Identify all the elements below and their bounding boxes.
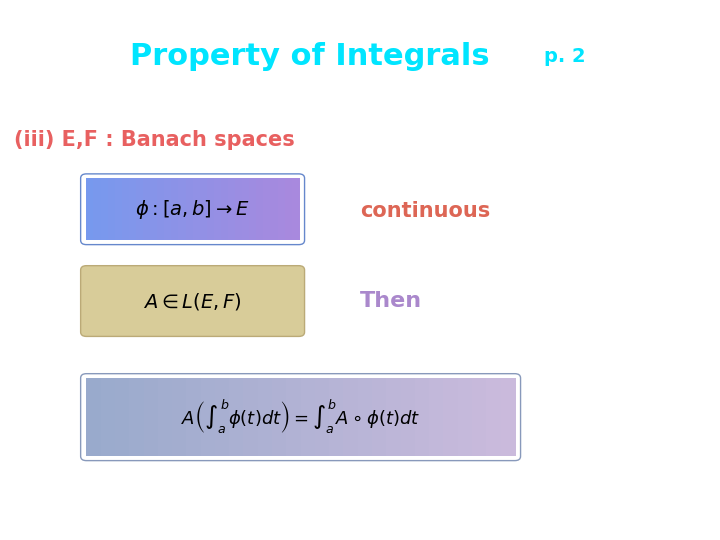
FancyBboxPatch shape xyxy=(199,178,207,240)
FancyBboxPatch shape xyxy=(171,178,179,240)
FancyBboxPatch shape xyxy=(278,178,285,240)
FancyBboxPatch shape xyxy=(429,378,444,456)
FancyBboxPatch shape xyxy=(343,378,359,456)
FancyBboxPatch shape xyxy=(500,378,516,456)
FancyBboxPatch shape xyxy=(315,378,330,456)
FancyBboxPatch shape xyxy=(129,178,137,240)
FancyBboxPatch shape xyxy=(108,178,115,240)
FancyBboxPatch shape xyxy=(136,178,144,240)
FancyBboxPatch shape xyxy=(256,178,264,240)
Text: $\phi : [a,b] \rightarrow E$: $\phi : [a,b] \rightarrow E$ xyxy=(135,198,250,221)
Text: $A \in L(E,F)$: $A \in L(E,F)$ xyxy=(143,291,242,312)
FancyBboxPatch shape xyxy=(157,178,165,240)
FancyBboxPatch shape xyxy=(249,178,257,240)
FancyBboxPatch shape xyxy=(243,378,258,456)
FancyBboxPatch shape xyxy=(292,178,300,240)
FancyBboxPatch shape xyxy=(143,178,151,240)
FancyBboxPatch shape xyxy=(115,378,130,456)
FancyBboxPatch shape xyxy=(214,178,222,240)
FancyBboxPatch shape xyxy=(86,378,102,456)
FancyBboxPatch shape xyxy=(444,378,459,456)
FancyBboxPatch shape xyxy=(264,178,271,240)
FancyBboxPatch shape xyxy=(221,178,229,240)
FancyBboxPatch shape xyxy=(329,378,344,456)
FancyBboxPatch shape xyxy=(372,378,387,456)
FancyBboxPatch shape xyxy=(287,378,301,456)
FancyBboxPatch shape xyxy=(458,378,473,456)
FancyBboxPatch shape xyxy=(284,178,292,240)
FancyBboxPatch shape xyxy=(272,378,287,456)
Text: Then: Then xyxy=(360,291,422,312)
Text: p. 2: p. 2 xyxy=(544,47,585,66)
FancyBboxPatch shape xyxy=(386,378,401,456)
FancyBboxPatch shape xyxy=(242,178,250,240)
FancyBboxPatch shape xyxy=(172,378,187,456)
FancyBboxPatch shape xyxy=(158,378,173,456)
FancyBboxPatch shape xyxy=(164,178,172,240)
FancyBboxPatch shape xyxy=(130,378,144,456)
Text: $A\left(\int_a^b \phi(t)dt\right) = \int_a^b A\circ \phi(t)dt$: $A\left(\int_a^b \phi(t)dt\right) = \int… xyxy=(181,398,420,436)
FancyBboxPatch shape xyxy=(94,178,102,240)
Text: (iii) E,F : Banach spaces: (iii) E,F : Banach spaces xyxy=(14,130,295,151)
FancyBboxPatch shape xyxy=(114,178,122,240)
FancyBboxPatch shape xyxy=(122,178,130,240)
FancyBboxPatch shape xyxy=(486,378,501,456)
FancyBboxPatch shape xyxy=(81,266,305,336)
FancyBboxPatch shape xyxy=(229,378,244,456)
FancyBboxPatch shape xyxy=(207,178,215,240)
FancyBboxPatch shape xyxy=(86,178,94,240)
FancyBboxPatch shape xyxy=(472,378,487,456)
FancyBboxPatch shape xyxy=(415,378,430,456)
FancyBboxPatch shape xyxy=(186,178,193,240)
Text: continuous: continuous xyxy=(360,200,490,221)
FancyBboxPatch shape xyxy=(215,378,230,456)
FancyBboxPatch shape xyxy=(192,178,200,240)
FancyBboxPatch shape xyxy=(228,178,236,240)
FancyBboxPatch shape xyxy=(179,178,186,240)
FancyBboxPatch shape xyxy=(186,378,202,456)
FancyBboxPatch shape xyxy=(150,178,158,240)
FancyBboxPatch shape xyxy=(101,178,108,240)
FancyBboxPatch shape xyxy=(258,378,273,456)
FancyBboxPatch shape xyxy=(235,178,243,240)
FancyBboxPatch shape xyxy=(143,378,158,456)
FancyBboxPatch shape xyxy=(201,378,215,456)
FancyBboxPatch shape xyxy=(301,378,315,456)
FancyBboxPatch shape xyxy=(358,378,373,456)
FancyBboxPatch shape xyxy=(271,178,278,240)
Text: Property of Integrals: Property of Integrals xyxy=(130,42,490,71)
FancyBboxPatch shape xyxy=(101,378,116,456)
FancyBboxPatch shape xyxy=(400,378,415,456)
